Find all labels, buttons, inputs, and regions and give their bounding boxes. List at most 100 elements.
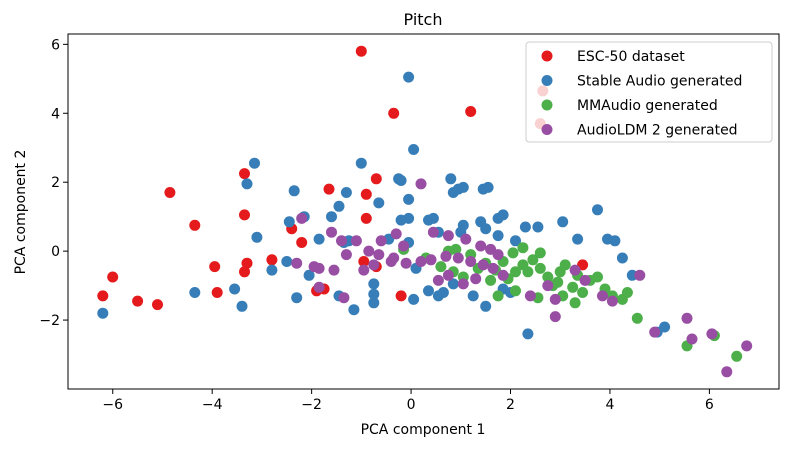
- x-tick-label: 2: [506, 397, 515, 413]
- point-series-1-44: [236, 300, 248, 312]
- point-series-0-19: [132, 295, 144, 307]
- point-series-3-27: [427, 226, 439, 238]
- point-series-1-21: [457, 181, 469, 193]
- legend-label-3: AudioLDM 2 generated: [577, 123, 738, 139]
- point-series-1-71: [480, 300, 492, 312]
- x-axis: −6 −4 −2 0 2 4 6: [102, 389, 714, 413]
- point-series-3-26: [390, 228, 402, 240]
- plot-frame: [67, 33, 780, 390]
- point-series-0-20: [152, 299, 163, 311]
- point-series-3-20: [452, 252, 464, 264]
- point-series-0-7: [360, 188, 372, 200]
- legend-marker-0: [541, 50, 553, 62]
- point-series-3-2: [326, 226, 337, 238]
- point-series-1-42: [189, 287, 201, 298]
- point-series-1-32: [592, 204, 603, 216]
- y-tick-label: −2: [39, 313, 60, 329]
- point-series-3-9: [291, 257, 303, 269]
- point-series-1-58: [492, 230, 504, 242]
- legend-label-2: MMAudio generated: [577, 98, 718, 114]
- point-series-1-28: [497, 209, 509, 221]
- point-series-3-24: [497, 269, 509, 281]
- point-series-2-19: [621, 287, 633, 298]
- point-series-1-29: [519, 221, 531, 233]
- point-series-0-18: [97, 290, 109, 302]
- point-series-2-26: [492, 290, 504, 302]
- point-series-0-0: [355, 45, 367, 57]
- point-series-3-5: [340, 249, 352, 261]
- point-series-3-15: [385, 256, 397, 267]
- legend-marker-2: [541, 99, 553, 111]
- point-series-3-13: [358, 264, 370, 276]
- point-series-3-29: [460, 233, 472, 245]
- point-series-2-20: [631, 312, 643, 324]
- point-series-1-46: [266, 264, 278, 276]
- point-series-1-31: [557, 216, 569, 228]
- legend-label-0: ESC-50 dataset: [577, 49, 685, 65]
- x-axis-label: PCA component 1: [361, 422, 486, 438]
- y-tick-label: 0: [51, 244, 60, 260]
- point-series-3-11: [313, 262, 325, 274]
- point-series-0-1: [388, 107, 400, 119]
- point-series-1-8: [340, 187, 352, 198]
- point-series-1-36: [616, 252, 628, 264]
- point-series-0-9: [360, 212, 372, 224]
- y-axis-label: PCA component 2: [13, 150, 29, 275]
- point-series-3-34: [338, 292, 350, 304]
- point-series-2-5: [510, 266, 521, 278]
- point-series-3-7: [373, 249, 385, 261]
- point-series-2-42: [731, 350, 743, 362]
- point-series-0-17: [107, 271, 119, 283]
- point-series-3-3: [336, 235, 347, 247]
- point-series-3-32: [492, 249, 504, 261]
- point-series-1-16: [403, 212, 415, 224]
- point-series-3-19: [440, 250, 452, 262]
- point-series-3-50: [686, 333, 698, 345]
- point-series-1-13: [373, 197, 385, 209]
- point-series-1-5: [249, 157, 260, 169]
- point-series-2-36: [517, 242, 529, 254]
- point-series-2-21: [522, 266, 534, 278]
- point-series-0-2: [465, 106, 477, 117]
- point-series-1-49: [281, 256, 293, 267]
- point-series-3-25: [375, 235, 387, 247]
- y-tick-label: 4: [51, 106, 60, 122]
- point-series-1-41: [97, 307, 109, 319]
- point-series-3-48: [649, 326, 661, 338]
- legend-box: [525, 41, 773, 143]
- point-series-2-15: [592, 271, 603, 283]
- y-tick-label: 6: [51, 37, 60, 53]
- point-series-1-14: [403, 193, 415, 205]
- point-series-3-51: [706, 328, 718, 340]
- x-tick-label: 4: [605, 397, 614, 413]
- point-series-0-12: [296, 237, 308, 248]
- point-series-3-14: [368, 259, 380, 271]
- point-series-2-25: [569, 297, 581, 309]
- point-series-0-3: [239, 168, 250, 180]
- point-series-1-61: [368, 297, 380, 309]
- point-series-0-13: [266, 254, 278, 266]
- point-series-0-16: [209, 261, 221, 273]
- point-series-1-9: [333, 200, 345, 212]
- point-series-0-21: [211, 287, 223, 298]
- legend-marker-1: [541, 75, 553, 86]
- point-series-3-41: [549, 293, 561, 305]
- point-series-1-69: [447, 278, 459, 290]
- point-series-3-33: [313, 281, 325, 293]
- point-series-2-9: [542, 271, 554, 283]
- point-series-1-40: [522, 328, 534, 340]
- y-axis: −2 0 2 4 6: [39, 37, 68, 329]
- point-series-3-1: [296, 212, 308, 224]
- point-series-0-5: [323, 183, 335, 195]
- point-series-0-10: [189, 219, 201, 231]
- point-series-1-35: [609, 235, 621, 247]
- point-series-1-33: [572, 233, 584, 245]
- point-series-1-48: [303, 269, 315, 281]
- point-series-3-46: [606, 295, 618, 307]
- point-series-1-47: [291, 292, 303, 304]
- point-series-1-62: [348, 304, 360, 316]
- point-series-2-12: [567, 281, 579, 293]
- point-series-1-70: [467, 290, 479, 302]
- point-series-0-4: [164, 187, 176, 198]
- point-series-3-38: [470, 273, 482, 285]
